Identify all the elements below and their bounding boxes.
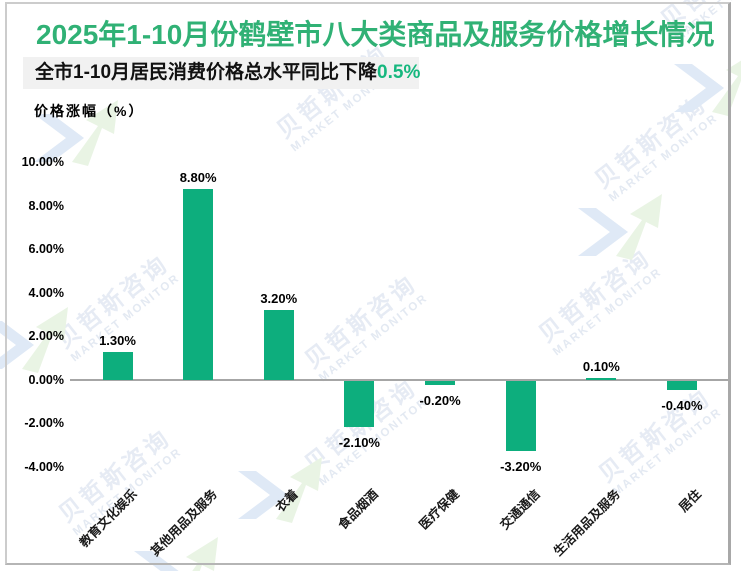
bar-value-label: -0.40% (661, 397, 703, 413)
watermark-en: MARKET MONITOR (610, 405, 725, 499)
y-tick-label: 8.00% (28, 198, 64, 213)
bar (344, 381, 375, 427)
bar-value-label: 8.80% (179, 169, 217, 185)
category-label: 居住 (676, 487, 704, 515)
bar-value-label: 0.10% (582, 358, 620, 374)
bar (183, 188, 214, 380)
y-tick-label: 2.00% (28, 329, 64, 343)
page-title: 2025年1-10月份鹤壁市八大类商品及服务价格增长情况 (36, 19, 715, 50)
y-tick-label: -2.00% (24, 416, 64, 430)
category-label: 衣着 (273, 487, 301, 515)
y-tick-label: 10.00% (21, 155, 64, 169)
watermark-en: MARKET MONITOR (68, 271, 183, 365)
bar-value-label: -3.20% (500, 458, 542, 474)
bar-value-label: 1.30% (99, 332, 136, 348)
bar (263, 310, 294, 380)
watermark-cn: 贝哲斯咨询 (299, 269, 423, 374)
watermark-cn: 贝哲斯咨询 (593, 383, 717, 488)
bar-value-label: -0.20% (419, 393, 461, 409)
bar-value-label: 3.20% (260, 291, 298, 307)
watermark-en: MARKET MONITOR (550, 265, 665, 359)
bar (425, 381, 456, 386)
zero-axis-line (70, 379, 728, 381)
category-label: 交通通信 (497, 487, 543, 533)
y-tick-label: 0.00% (28, 372, 64, 387)
watermark-en: MARKET MONITOR (316, 291, 431, 385)
bar (505, 381, 536, 451)
subtitle-highlight: 0.5% (377, 62, 421, 83)
subtitle-text: 全市1-10月居民消费价格总水平同比下降 (35, 62, 378, 83)
category-label: 生活用品及服务 (551, 487, 624, 559)
watermark-en: MARKET MONITOR (606, 111, 721, 205)
watermark-cn: 贝哲斯咨询 (533, 243, 657, 348)
y-tick-label: 6.00% (28, 242, 64, 256)
bar-value-label: -2.10% (338, 434, 380, 450)
brand-logo-icon (572, 182, 668, 265)
bar (666, 381, 697, 390)
subtitle-bar: 全市1-10月居民消费价格总水平同比下降0.5% (23, 57, 421, 89)
watermark-cn: 贝哲斯咨询 (589, 89, 713, 194)
bar (102, 351, 133, 380)
category-label: 食品烟酒 (336, 487, 382, 533)
y-tick-label: -4.00% (24, 459, 64, 474)
bar (586, 377, 617, 380)
category-label: 其他用品及服务 (148, 487, 221, 559)
category-label: 教育文化娱乐 (76, 487, 140, 550)
y-tick-label: 4.00% (28, 285, 64, 300)
y-axis-title: 价格涨幅（%） (34, 103, 145, 119)
category-label: 医疗保健 (416, 487, 462, 533)
